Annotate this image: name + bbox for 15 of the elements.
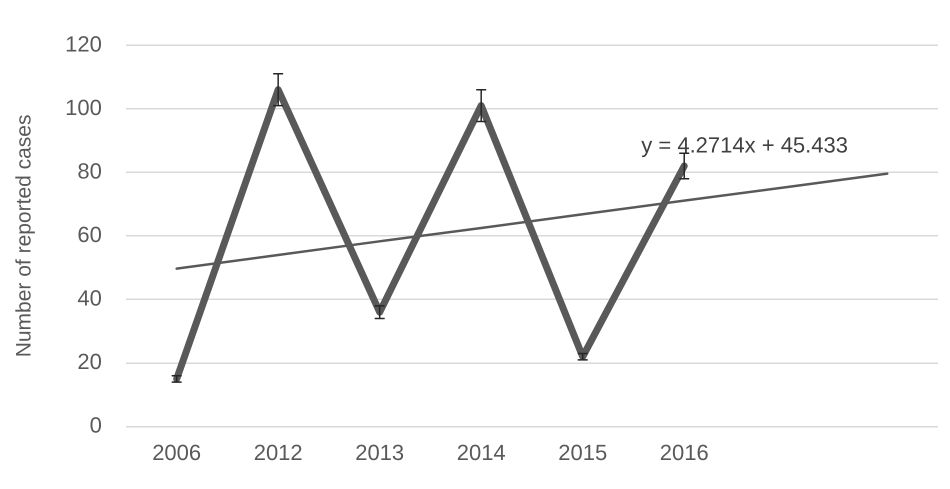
x-tick-label: 2014 bbox=[456, 440, 506, 465]
y-tick-label: 80 bbox=[77, 158, 102, 184]
x-tick-label: 2012 bbox=[254, 440, 303, 465]
y-axis-title: Number of reported cases bbox=[12, 114, 36, 358]
y-tick-label: 40 bbox=[77, 286, 102, 311]
y-tick-label: 0 bbox=[90, 412, 102, 438]
x-tick-label: 2006 bbox=[152, 440, 202, 465]
y-tick-label: 120 bbox=[65, 31, 102, 56]
x-tick-label: 2015 bbox=[558, 440, 608, 465]
x-tick-label: 2013 bbox=[355, 440, 404, 465]
y-tick-label: 20 bbox=[77, 349, 102, 374]
annotation: y = 4.2714x + 45.433 bbox=[641, 132, 848, 158]
x-tick-label: 2016 bbox=[660, 440, 709, 465]
y-tick-label: 60 bbox=[77, 222, 102, 247]
y-tick-label: 100 bbox=[65, 94, 102, 120]
